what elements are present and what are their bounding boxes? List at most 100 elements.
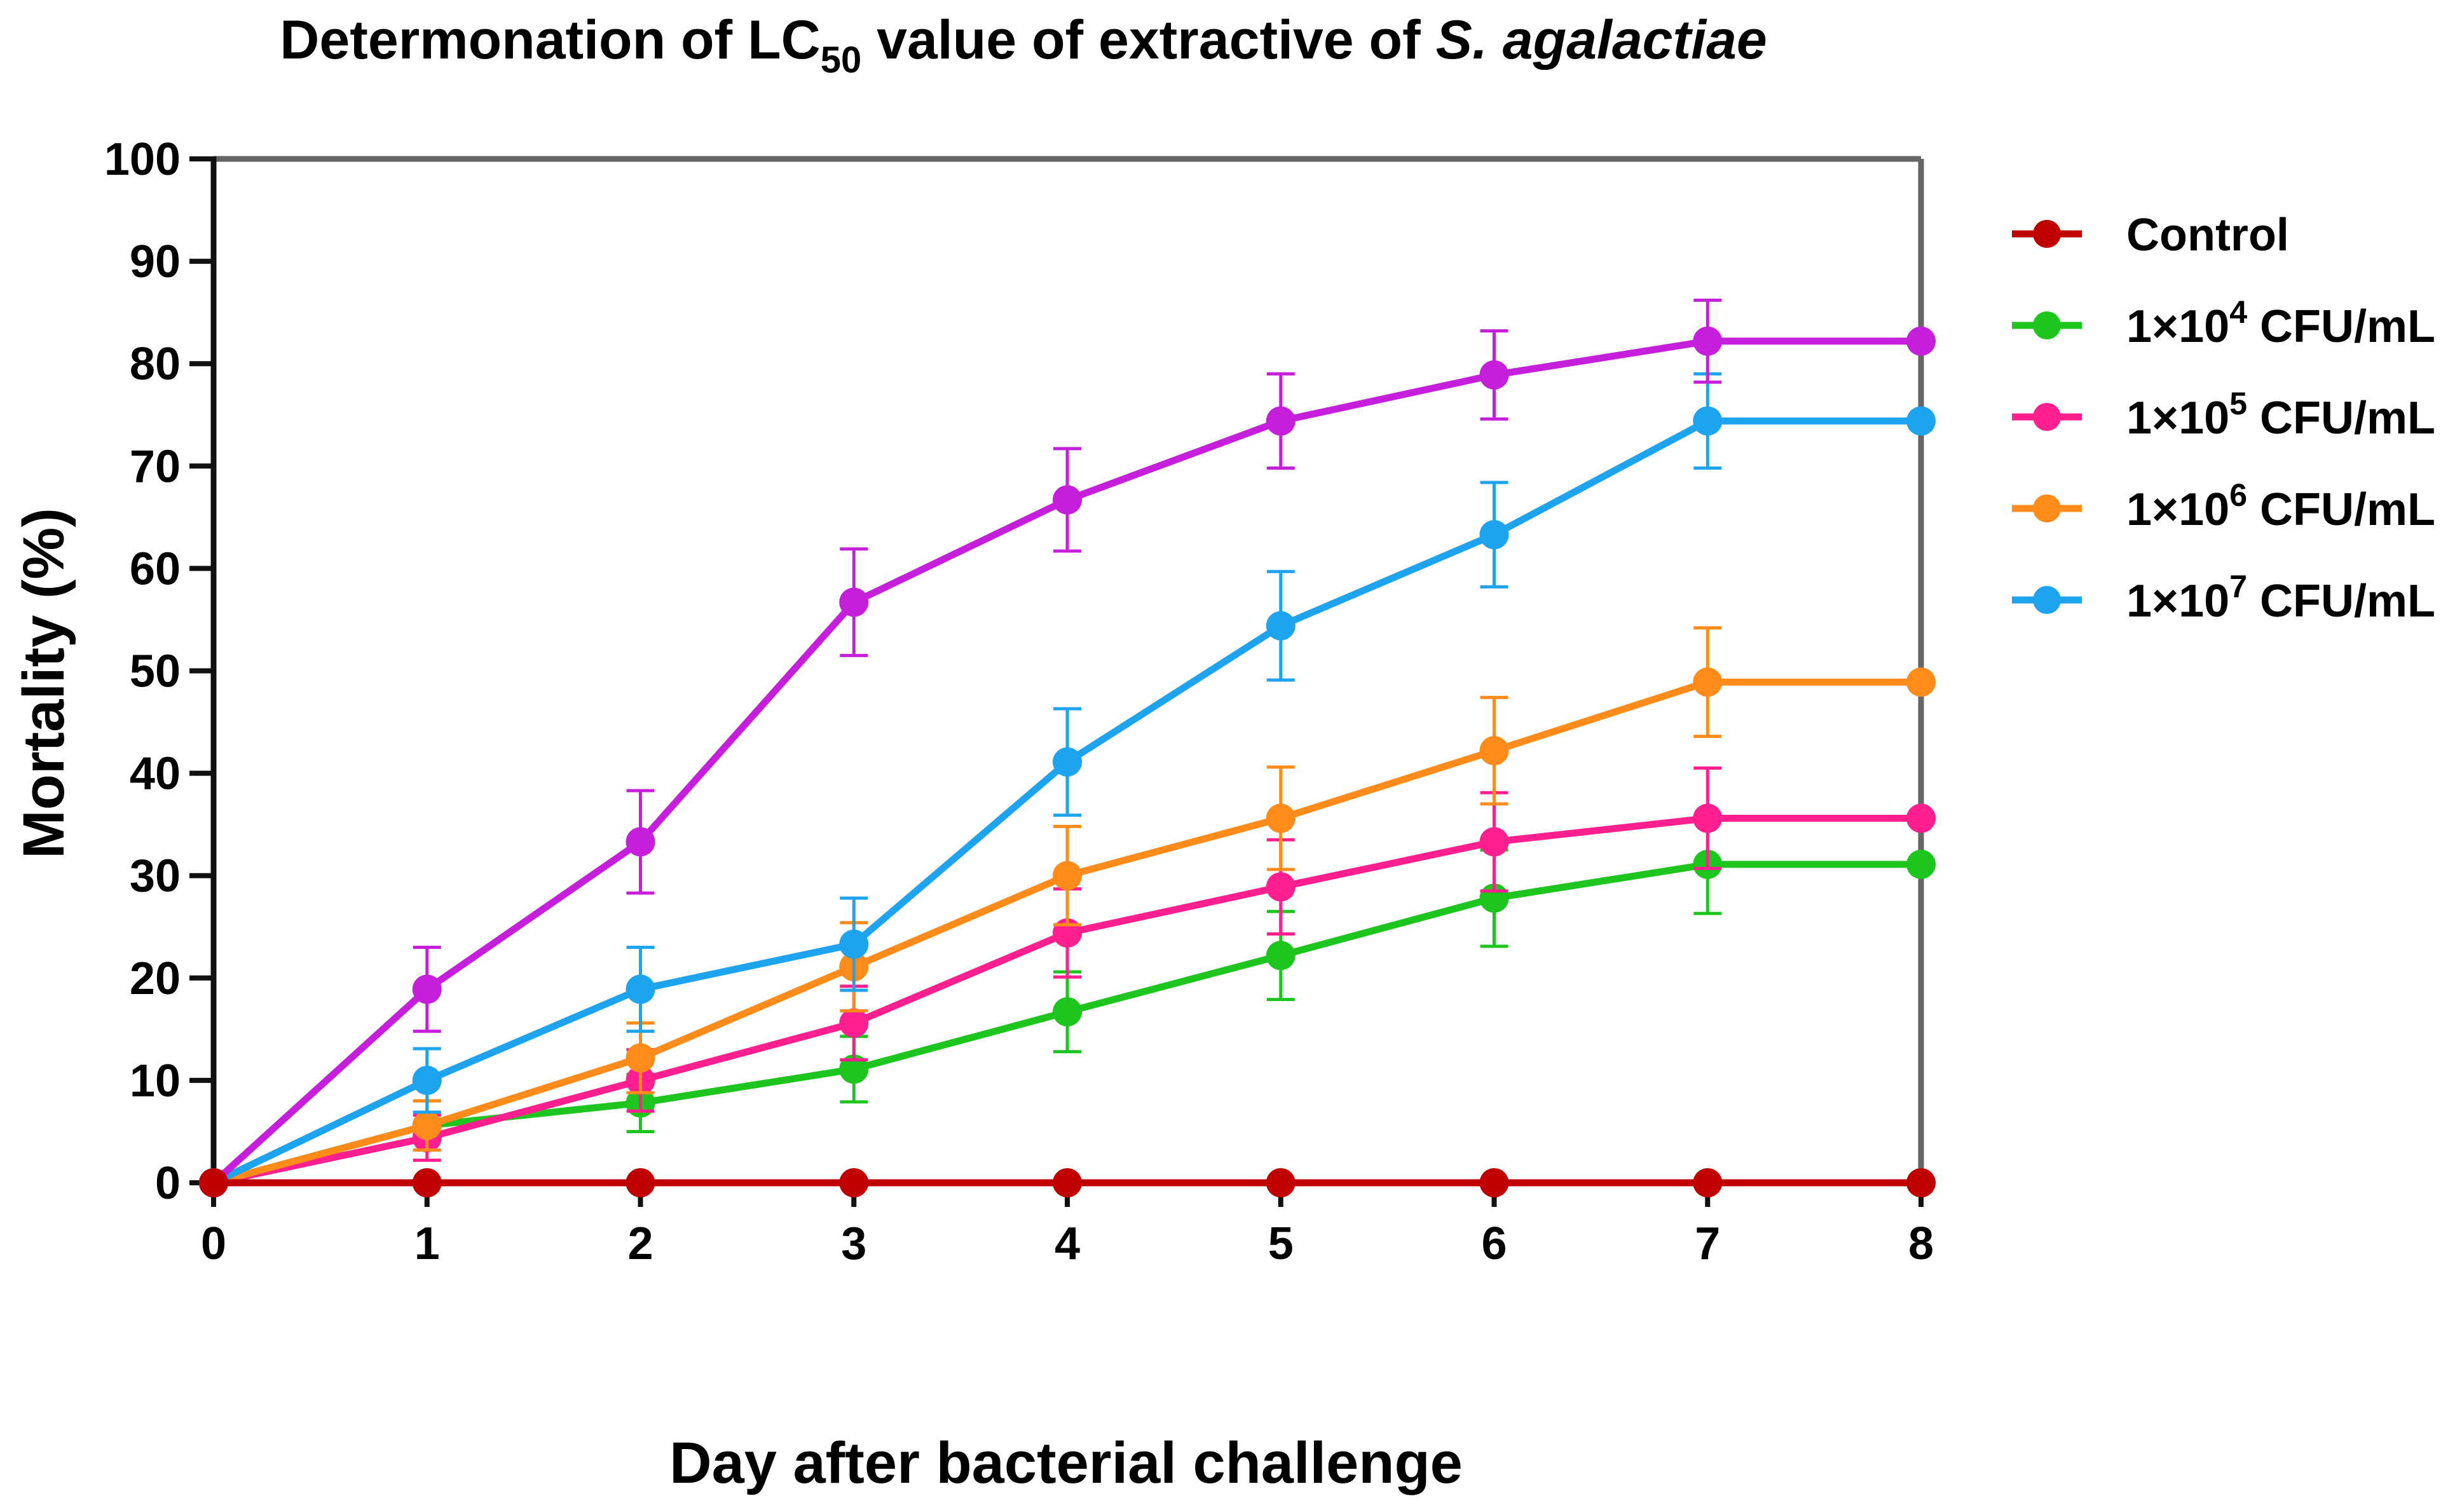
legend-label-exponent: 6 [2229, 477, 2247, 513]
chart-title-italic: S. agalactiae [1436, 10, 1767, 71]
x-tick-label: 1 [414, 1218, 440, 1269]
chart-title-middle: value of extractive of [861, 10, 1435, 71]
y-tick-label: 10 [130, 1056, 181, 1107]
data-point [1693, 803, 1723, 833]
x-tick-label: 8 [1908, 1218, 1934, 1269]
data-point [839, 587, 869, 617]
series-4 [199, 372, 1936, 1197]
data-point [1906, 406, 1936, 436]
data-point [1266, 803, 1296, 833]
legend-item: 1×106 CFU/mL [2012, 477, 2435, 535]
legend-label-base: 1×10 [2126, 576, 2229, 627]
data-point [626, 1168, 655, 1197]
legend-swatch-marker [2033, 403, 2061, 431]
data-point [839, 1054, 869, 1084]
x-tick-label: 2 [627, 1218, 653, 1269]
y-tick-label: 50 [130, 646, 181, 697]
axes: 0 10 20 30 40 50 60 70 80 90 100 0 1 2 3 4 5 6 7 8 [104, 134, 1934, 1269]
y-tick-label: 60 [130, 543, 181, 594]
x-tick-label: 7 [1695, 1218, 1720, 1269]
y-tick-label: 20 [130, 953, 181, 1004]
x-tick-label: 4 [1055, 1218, 1080, 1269]
data-point [1693, 667, 1723, 697]
data-point [1266, 1168, 1296, 1197]
chart-title: Determonation of LC50 value of extractiv… [280, 10, 1767, 81]
legend-label-base: 1×10 [2126, 484, 2229, 535]
legend-label: Control [2126, 210, 2289, 261]
data-point [839, 929, 869, 959]
chart-title-prefix: Determonation of LC [280, 10, 820, 71]
data-point [1693, 406, 1723, 436]
x-tick-label: 3 [841, 1218, 866, 1269]
series-layer [199, 298, 1936, 1197]
data-point [839, 1168, 869, 1197]
legend-swatch-marker [2033, 586, 2061, 614]
x-axis-label: Day after bacterial challenge [669, 1431, 1463, 1495]
data-point [839, 1008, 869, 1038]
legend-label-exponent: 4 [2229, 294, 2247, 330]
legend-item: 1×107 CFU/mL [2012, 569, 2435, 627]
legend-swatch-marker [2033, 220, 2061, 248]
x-tick-label: 6 [1481, 1218, 1507, 1269]
series-0 [199, 1168, 1936, 1197]
legend-label: 1×106 CFU/mL [2126, 477, 2435, 535]
x-tick-label: 0 [201, 1218, 226, 1269]
y-axis-label: Mortality (%) [11, 508, 76, 859]
data-point [626, 974, 655, 1004]
series-3 [199, 626, 1936, 1197]
data-point [412, 1065, 442, 1095]
data-point [1266, 611, 1296, 641]
data-point [412, 1168, 442, 1197]
x-tick-label: 5 [1268, 1218, 1294, 1269]
y-tick-label: 0 [155, 1158, 181, 1209]
data-point [1266, 872, 1296, 902]
legend-label: 1×104 CFU/mL [2126, 294, 2435, 352]
data-point [1266, 941, 1296, 971]
data-point [1266, 406, 1296, 436]
data-point [412, 1110, 442, 1140]
legend-label-base: 1×10 [2126, 301, 2229, 352]
data-point [1479, 736, 1509, 766]
y-tick-label: 100 [104, 134, 181, 185]
legend-swatch-marker [2033, 494, 2061, 522]
data-point [199, 1168, 228, 1197]
legend-label-exponent: 5 [2229, 386, 2247, 421]
legend-label-unit: CFU/mL [2247, 484, 2435, 535]
data-point [412, 974, 442, 1004]
series-5 [199, 298, 1936, 1197]
data-point [1053, 747, 1082, 777]
data-point [626, 827, 655, 857]
data-point [626, 1043, 655, 1073]
y-tick-label: 30 [130, 851, 181, 902]
legend-item: Control [2012, 210, 2289, 261]
data-point [1693, 326, 1723, 356]
legend-swatch-marker [2033, 311, 2061, 339]
data-point [1479, 827, 1509, 857]
data-point [1906, 326, 1936, 356]
data-point [1906, 667, 1936, 697]
data-point [1906, 1168, 1936, 1197]
legend-label-unit: CFU/mL [2247, 576, 2435, 627]
data-point [1053, 861, 1082, 890]
legend-label: 1×105 CFU/mL [2126, 386, 2435, 444]
data-point [1053, 1168, 1082, 1197]
data-point [1479, 1168, 1509, 1197]
data-point [1906, 803, 1936, 833]
chart-title-subscript: 50 [821, 39, 862, 81]
legend-label-base: 1×10 [2126, 393, 2229, 444]
legend-label-unit: CFU/mL [2247, 393, 2435, 444]
y-tick-label: 90 [130, 236, 181, 287]
legend-item: 1×105 CFU/mL [2012, 386, 2435, 444]
y-tick-label: 70 [130, 441, 181, 492]
legend-label-base: Control [2126, 210, 2289, 261]
data-point [1053, 485, 1082, 515]
y-tick-label: 80 [130, 339, 181, 390]
y-tick-label: 40 [130, 749, 181, 800]
legend-label: 1×107 CFU/mL [2126, 569, 2435, 627]
data-point [1479, 520, 1509, 550]
legend-item: 1×104 CFU/mL [2012, 294, 2435, 352]
data-point [1053, 997, 1082, 1026]
legend-label-unit: CFU/mL [2247, 301, 2435, 352]
